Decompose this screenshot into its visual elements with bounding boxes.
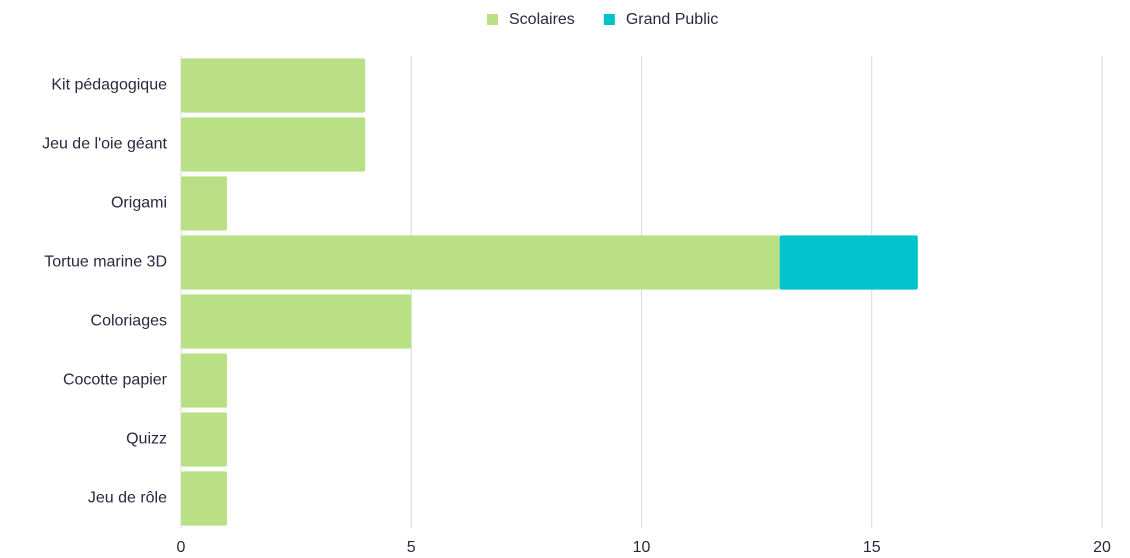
- x-tick-label: 10: [633, 539, 651, 556]
- x-tick-label: 15: [863, 539, 881, 556]
- bar: [181, 294, 412, 349]
- legend-label: Grand Public: [626, 11, 719, 28]
- legend-label: Scolaires: [509, 11, 575, 28]
- legend-swatch: [603, 14, 615, 25]
- bar: [181, 353, 228, 408]
- y-tick-label: Cocotte papier: [63, 372, 168, 389]
- bar: [181, 117, 366, 172]
- bar: [181, 412, 228, 467]
- y-tick-label: Kit pédagogique: [51, 77, 167, 94]
- y-tick-label: Jeu de rôle: [88, 490, 167, 507]
- y-tick-label: Jeu de l'oie géant: [42, 136, 167, 153]
- bar: [779, 235, 918, 290]
- x-tick-label: 0: [177, 539, 186, 556]
- x-tick-label: 5: [407, 539, 416, 556]
- y-tick-label: Quizz: [126, 431, 167, 448]
- bar: [181, 58, 366, 113]
- y-tick-label: Origami: [111, 195, 167, 212]
- y-tick-label: Coloriages: [91, 313, 167, 330]
- bar: [181, 176, 228, 231]
- bar: [181, 235, 780, 290]
- bar: [181, 471, 228, 526]
- legend-swatch: [487, 14, 498, 25]
- x-tick-label: 20: [1093, 539, 1111, 556]
- y-tick-label: Tortue marine 3D: [44, 254, 167, 271]
